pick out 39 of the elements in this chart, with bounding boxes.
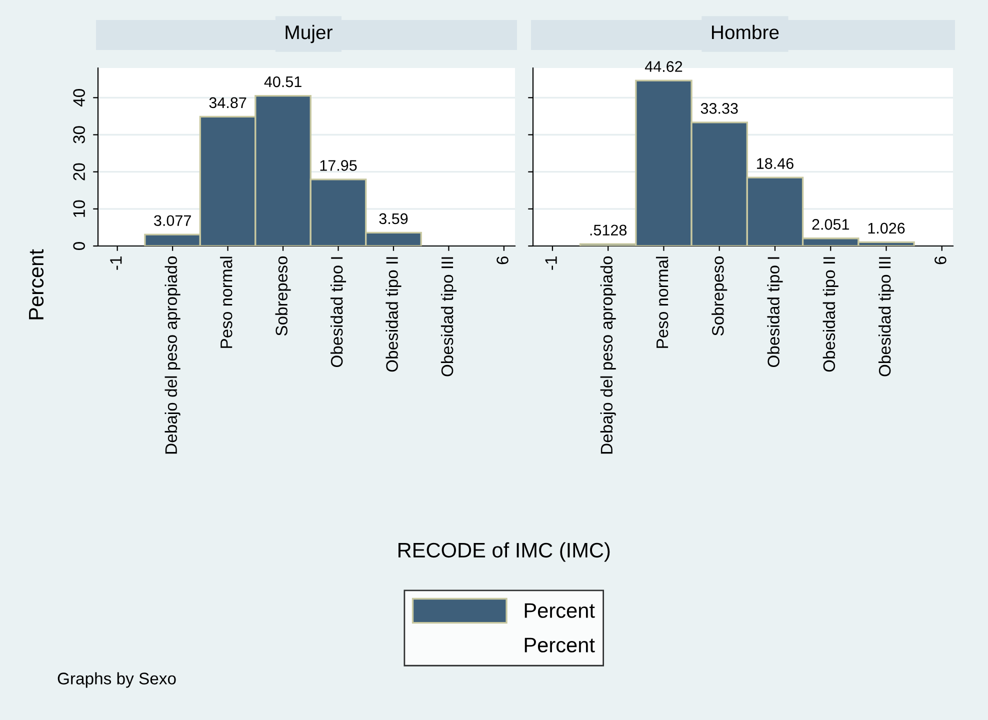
legend-label: Percent <box>524 603 595 618</box>
x-tick-label: Obesidad tipo III <box>878 257 894 376</box>
x-tick-label: -1 <box>110 256 122 270</box>
x-tick-label: Debajo del peso apropiado <box>164 256 180 454</box>
x-tick-label: Obesidad tipo I <box>767 257 783 368</box>
x-tick-label: Obesidad tipo II <box>386 257 402 372</box>
data-label: 33.33 <box>700 103 738 114</box>
y-tick-label: 40 <box>73 89 85 107</box>
x-tick-label: Sobrepeso <box>712 256 728 336</box>
x-tick-label: Peso normal <box>220 256 232 348</box>
y-tick-label: 30 <box>73 126 85 144</box>
x-tick-label: Obesidad tipo I <box>330 257 346 368</box>
x-tick-label: 6 <box>496 256 508 264</box>
text: Graphs by Sexo <box>58 672 176 688</box>
x-tick-label: 6 <box>934 256 946 264</box>
x-tick-label: -1 <box>545 256 557 270</box>
x-tick-label: Peso normal <box>656 256 668 348</box>
data-label: 1.026 <box>868 222 905 234</box>
data-label: 18.46 <box>757 158 794 169</box>
text: Percent <box>524 638 595 652</box>
y-tick-label: 10 <box>73 200 85 217</box>
data-label: 44.62 <box>644 61 682 72</box>
data-label: 3.077 <box>154 215 191 226</box>
y-axis-title: Percent <box>29 249 44 320</box>
chart-title: Mujer <box>286 24 332 44</box>
data-label: 17.95 <box>320 160 357 171</box>
data-label: 34.87 <box>209 97 246 108</box>
chart-title: Hombre <box>712 24 779 40</box>
x-tick-label: Debajo del peso apropiado <box>600 256 616 454</box>
y-tick-label: 20 <box>73 163 85 180</box>
data-label: .5128 <box>590 224 627 236</box>
x-tick-label: Sobrepeso <box>275 256 291 336</box>
y-tick-label: 0 <box>73 242 85 250</box>
x-tick-label: Obesidad tipo III <box>440 257 456 376</box>
data-label: 40.51 <box>264 76 302 88</box>
x-axis-title: RECODE of IMC (IMC) <box>398 542 610 562</box>
data-label: 3.59 <box>379 213 408 224</box>
data-label: 2.051 <box>812 219 849 230</box>
x-tick-label: Obesidad tipo II <box>822 257 838 372</box>
